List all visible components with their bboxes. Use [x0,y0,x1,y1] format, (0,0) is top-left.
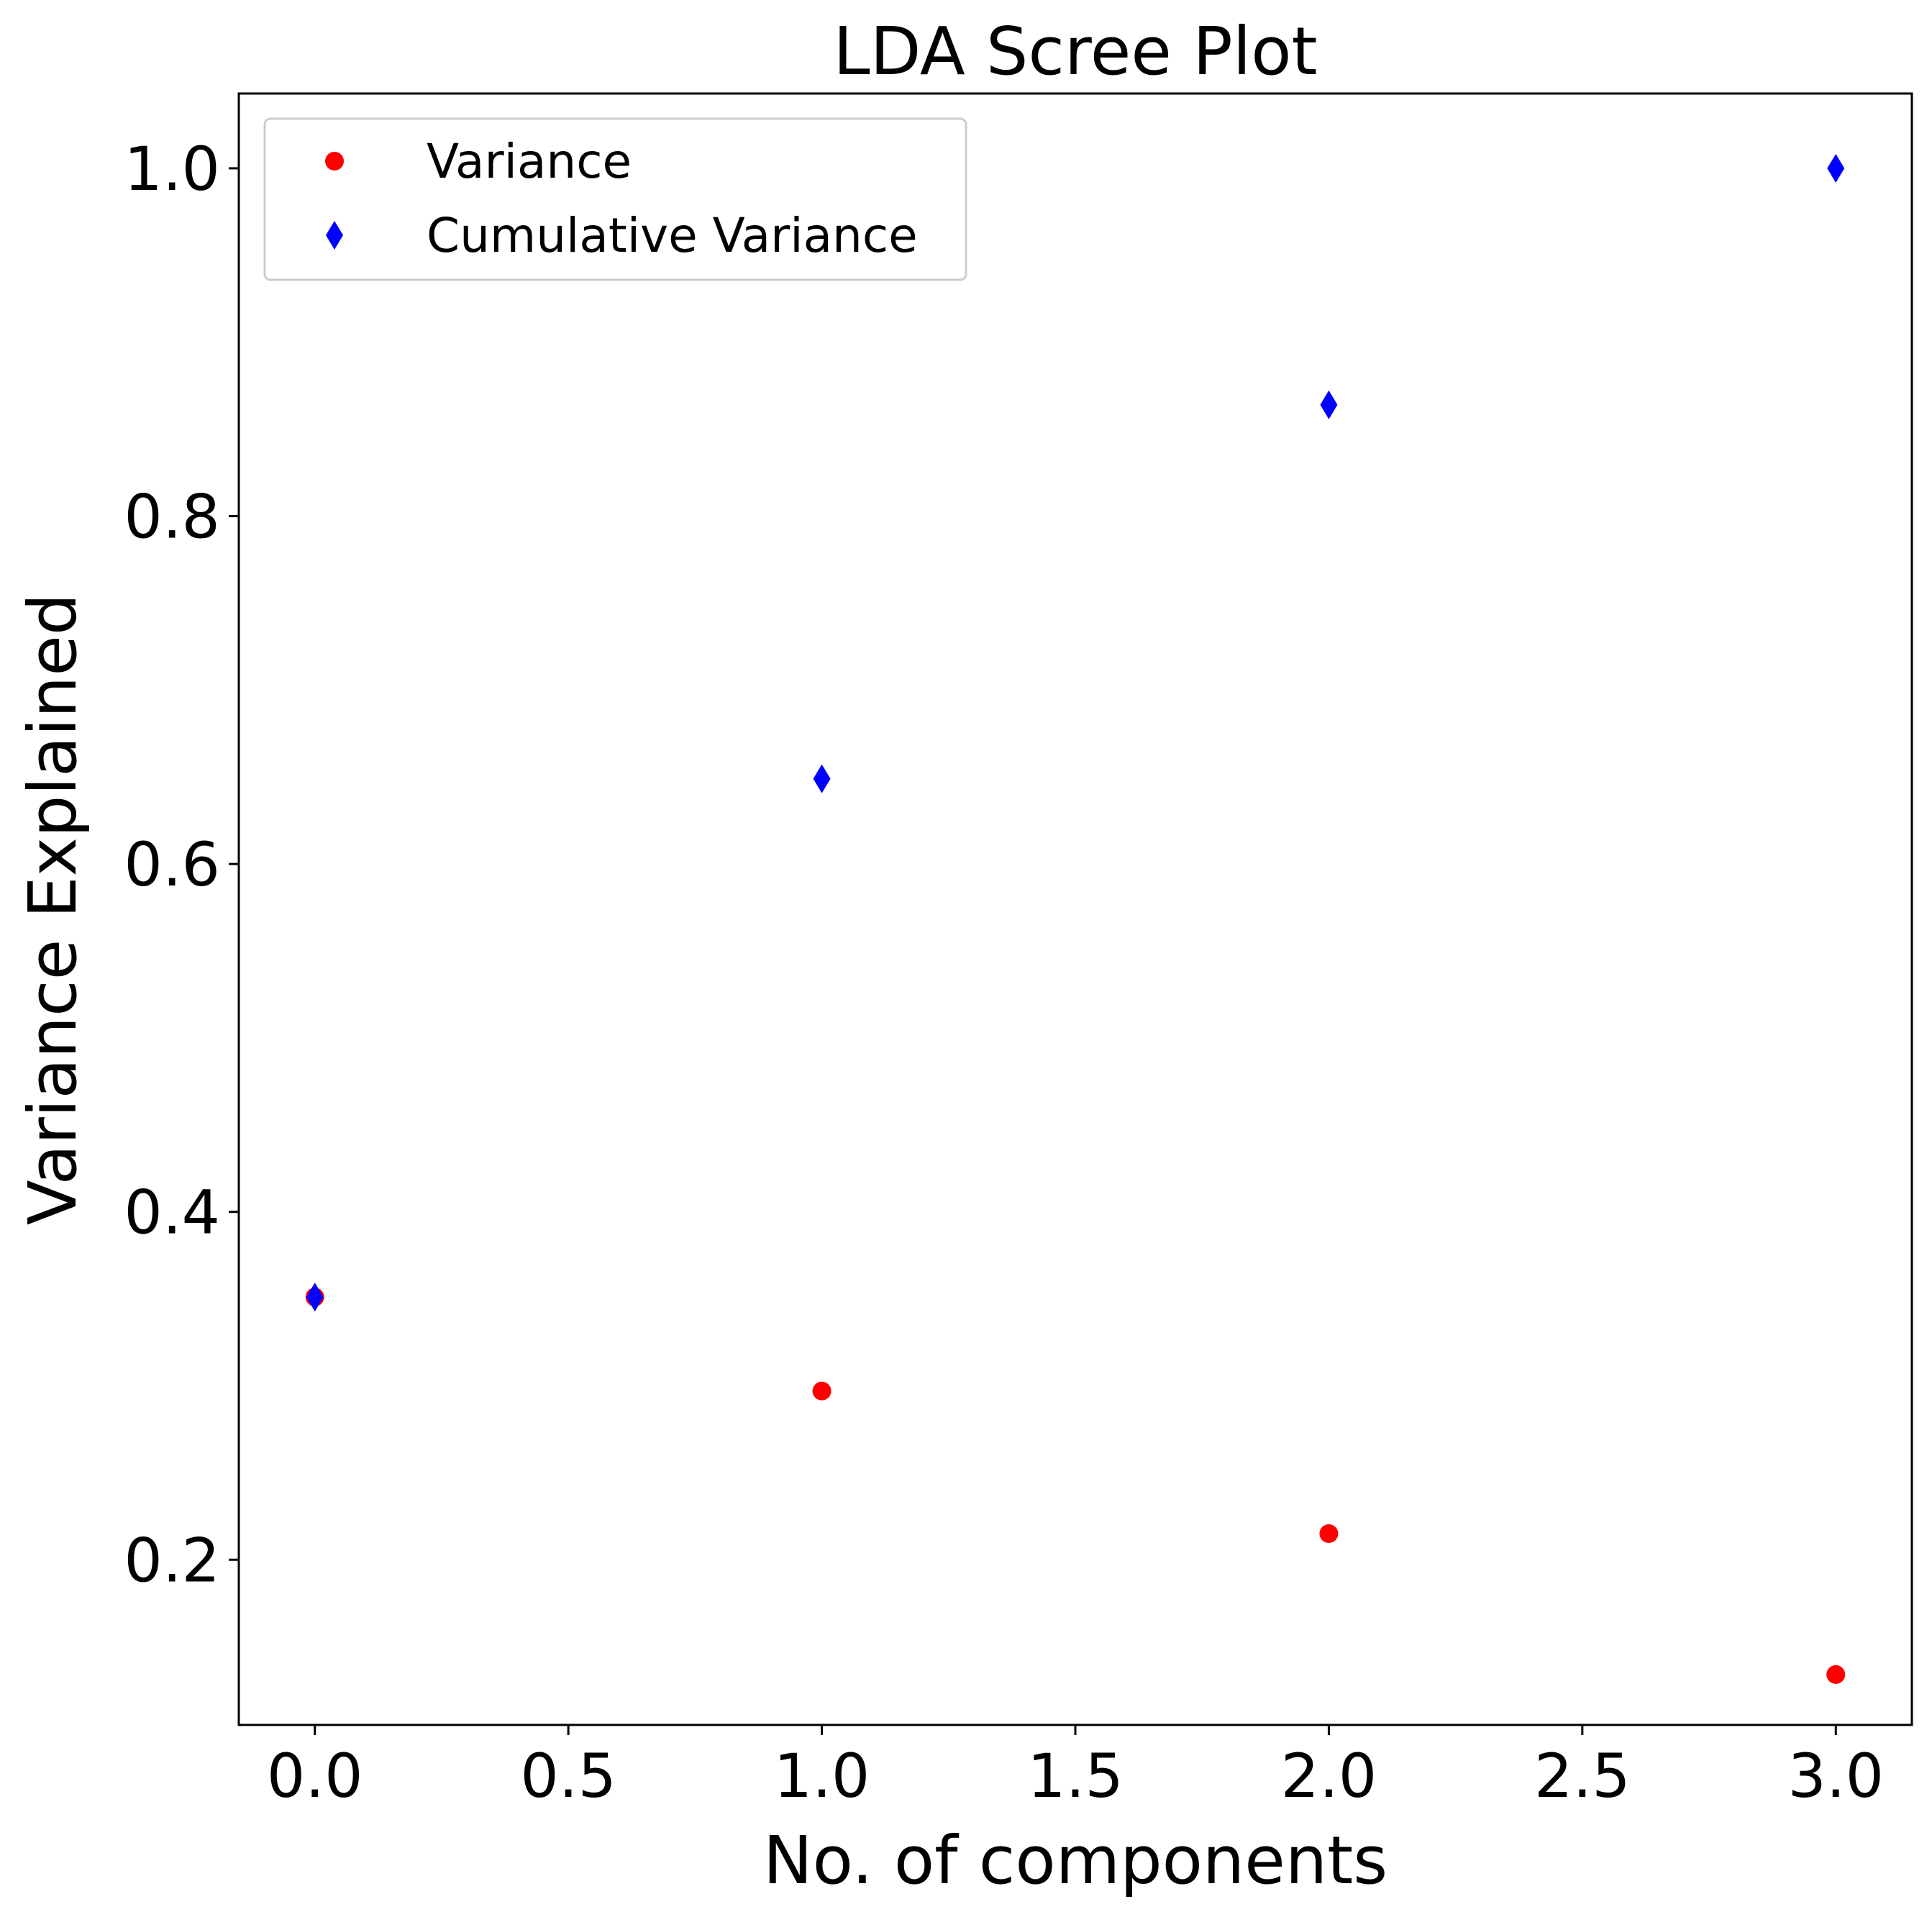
x-tick-label: 2.0 [1281,1741,1377,1811]
legend-entry-label: Cumulative Variance [427,208,918,263]
legend-entry-label: Variance [427,134,632,189]
legend-variance-marker [325,152,344,170]
variance-point [812,1381,831,1401]
y-tick-label: 0.4 [124,1178,220,1248]
y-axis-label: Variance Explained [14,593,91,1225]
variance-point [1319,1524,1339,1544]
plot-frame [237,92,1913,1726]
chart-title: LDA Scree Plot [833,13,1317,90]
x-axis-label: No. of components [763,1822,1388,1899]
legend: Variance Cumulative Variance [263,117,967,281]
legend-box [263,117,967,281]
variance-point [1826,1665,1846,1684]
data-points-layer [305,153,1846,1684]
legend-cumulative-marker [326,221,343,250]
cumulative-variance-point [306,1283,324,1312]
x-tick-label: 3.0 [1787,1741,1884,1811]
cumulative-variance-point [1827,153,1845,183]
x-tick-label: 0.0 [267,1741,363,1811]
cumulative-variance-point [1320,390,1338,419]
y-tick-label: 0.2 [124,1525,220,1595]
cumulative-variance-point [813,764,831,793]
ticks-layer: 0.0 0.5 1.0 1.5 2.0 2.5 3.0 0.2 0.4 0.6 0.8 1.0 [124,134,1884,1811]
y-tick-label: 1.0 [124,134,220,204]
x-tick-label: 2.5 [1534,1741,1631,1811]
y-tick-label: 0.8 [124,482,220,552]
x-tick-label: 1.5 [1027,1741,1124,1811]
x-tick-label: 0.5 [520,1741,616,1811]
x-tick-label: 1.0 [774,1741,870,1811]
y-tick-label: 0.6 [124,829,220,900]
